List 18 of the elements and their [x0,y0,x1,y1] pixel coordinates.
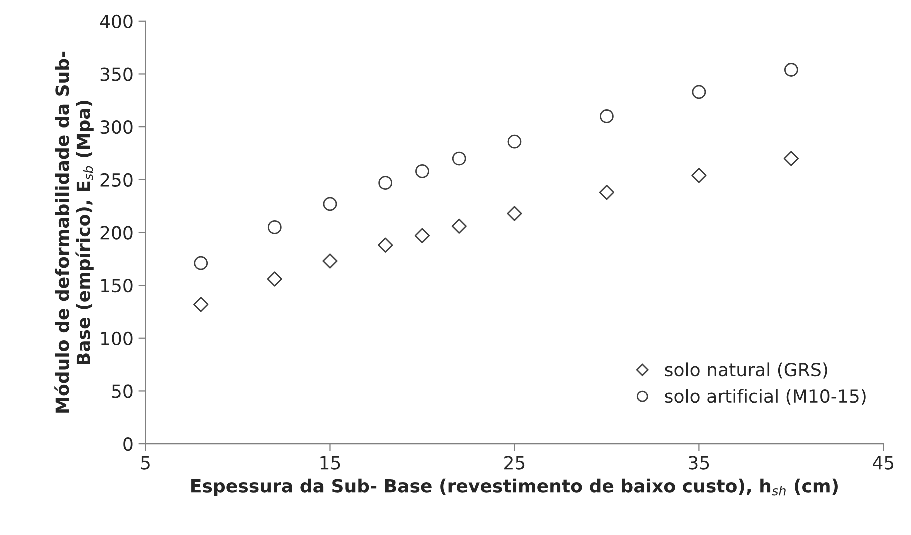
x-tick-label: 15 [320,456,340,470]
y-tick-label: 200 [100,226,133,240]
x-tick-label: 5 [141,456,150,470]
y-tick-label: 0 [124,438,133,452]
y-tick-label: 300 [100,120,133,134]
y-axis-title: Módulo de deformabilidade da Sub- Base (empírico), E$_{sb}$ (Mpa) [54,52,94,413]
y-tick-label: 250 [100,173,133,188]
legend-label: solo natural (GRS) [665,362,828,379]
x-tick-label: 45 [873,456,894,470]
y-tick-label: 150 [101,279,133,293]
y-tick-label: 100 [101,332,133,346]
y-tick-label: 350 [100,68,133,82]
x-tick-label: 35 [689,456,710,470]
y-tick-label: 400 [100,14,133,29]
legend-label: solo artificial (M10-15) [665,389,866,406]
y-tick-label: 50 [112,384,133,398]
x-tick-label: 25 [504,456,525,470]
x-axis-title: Espessura da Sub- Base (revestimento de baixo custo), h$_{sh}$ (cm) [192,478,838,496]
